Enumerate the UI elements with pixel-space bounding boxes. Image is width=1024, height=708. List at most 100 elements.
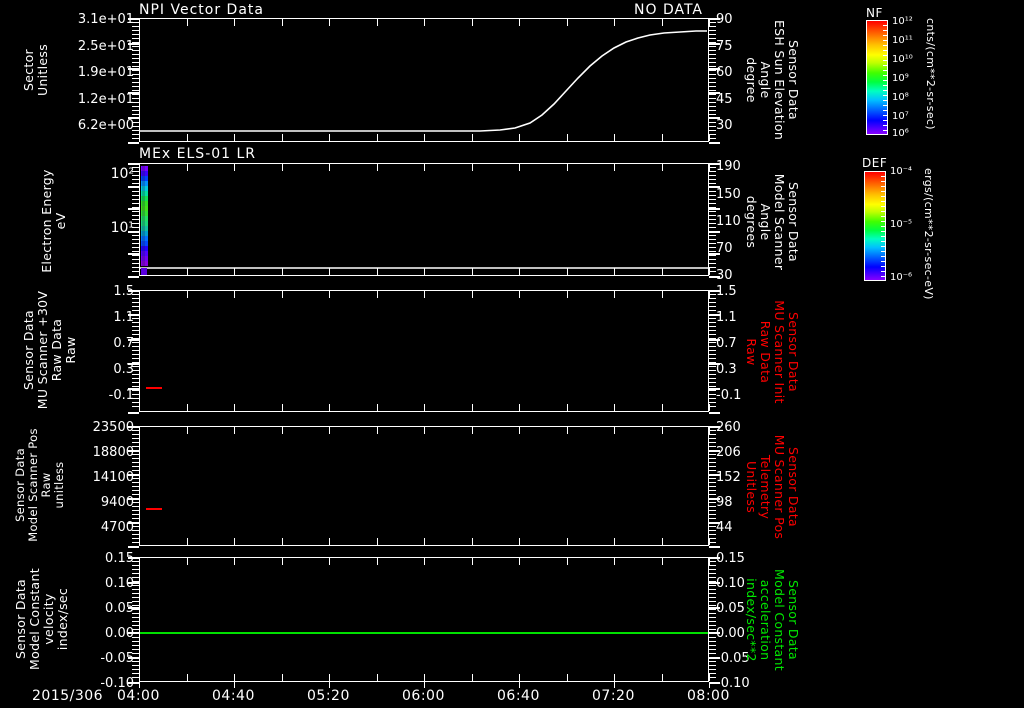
tick-mark: [282, 674, 283, 681]
tick-mark: [132, 271, 139, 272]
tick-mark: [709, 247, 716, 248]
tick-mark: [881, 271, 886, 272]
tick-mark: [132, 306, 139, 307]
tick-mark: [132, 362, 139, 363]
tick-mark: [132, 462, 139, 463]
tick-mark: [377, 404, 378, 411]
tick-mark: [377, 558, 378, 565]
tick-mark: [709, 530, 716, 531]
tick-mark: [709, 94, 716, 95]
tick-mark: [883, 40, 888, 41]
tick-mark: [132, 661, 139, 662]
tick-mark: [709, 498, 720, 500]
tick-mark: [128, 450, 139, 452]
tick-mark: [709, 62, 716, 63]
tick-mark: [709, 318, 716, 319]
tick-mark: [709, 74, 716, 75]
tick-mark: [709, 86, 716, 87]
tick-mark: [472, 674, 473, 681]
tick-mark: [132, 179, 139, 180]
tick-mark: [709, 207, 716, 208]
panel-1-right-axis-title: Sensor Data ESH Sun Elevation Angle degr…: [744, 19, 801, 141]
tick-mark: [132, 298, 139, 299]
panel-1-title: NPI Vector Data: [139, 2, 264, 18]
tick-mark: [709, 334, 716, 335]
tick-mark: [709, 577, 716, 578]
tick-mark: [519, 268, 520, 275]
tick-mark: [234, 404, 235, 411]
tick-mark: [709, 114, 716, 115]
tick-mark: [132, 506, 139, 507]
tick-mark: [187, 134, 188, 141]
tick-mark: [139, 674, 140, 681]
tick-mark: [132, 370, 139, 371]
tick-mark: [709, 390, 716, 391]
panel-5-right-axis-title: Sensor Data Model Constant acceleration …: [744, 569, 801, 671]
time-axis-tick: 04:00: [117, 688, 160, 704]
tick-mark: [614, 164, 615, 171]
tick-mark: [883, 70, 888, 71]
tick-mark: [132, 601, 139, 602]
tick-mark: [472, 268, 473, 275]
tick-mark: [132, 542, 139, 543]
tick-mark: [709, 199, 716, 200]
tick-label: 0.7: [113, 336, 134, 351]
tick-mark: [709, 682, 720, 684]
tick-mark: [187, 538, 188, 545]
tick-mark: [377, 291, 378, 298]
tick-mark: [132, 175, 139, 176]
tick-mark: [139, 404, 140, 411]
tick-label: 4700: [100, 520, 134, 535]
tick-mark: [662, 164, 663, 171]
tick-mark: [132, 621, 139, 622]
tick-mark: [709, 122, 716, 123]
tick-mark: [709, 92, 720, 94]
tick-mark: [709, 291, 710, 298]
tick-label: 1.5: [113, 284, 134, 299]
tick-mark: [881, 261, 886, 262]
tick-mark: [424, 291, 425, 298]
time-axis-tick: 06:00: [402, 688, 445, 704]
tick-mark: [709, 438, 716, 439]
tick-mark: [132, 569, 139, 570]
tick-mark: [709, 682, 710, 688]
tick-mark: [132, 239, 139, 240]
tick-mark: [132, 354, 139, 355]
tick-mark: [709, 641, 716, 642]
tick-mark: [709, 362, 716, 363]
tick-mark: [567, 134, 568, 141]
tick-mark: [709, 126, 716, 127]
tick-mark: [881, 251, 886, 252]
tick-mark: [472, 558, 473, 565]
tick-mark: [709, 494, 716, 495]
tick-mark: [567, 558, 568, 565]
tick-label: 0.05: [105, 601, 134, 616]
tick-mark: [662, 538, 663, 545]
tick-mark: [132, 625, 139, 626]
tick-mark: [709, 171, 716, 172]
tick-mark: [709, 163, 720, 165]
tick-mark: [132, 577, 139, 578]
tick-mark: [472, 164, 473, 171]
tick-mark: [709, 235, 716, 236]
tick-mark: [709, 613, 716, 614]
tick-mark: [709, 310, 716, 311]
tick-mark: [709, 482, 716, 483]
tick-mark: [709, 601, 716, 602]
tick-mark: [567, 291, 568, 298]
tick-mark: [662, 291, 663, 298]
tick-mark: [709, 565, 716, 566]
panel-5-frame: [139, 557, 709, 682]
tick-mark: [709, 175, 716, 176]
tick-mark: [519, 19, 520, 26]
tick-mark: [132, 386, 139, 387]
tick-mark: [329, 558, 330, 565]
tick-label: 110: [716, 214, 741, 229]
tick-label: 150: [716, 187, 741, 202]
tick-mark: [132, 382, 139, 383]
tick-mark: [709, 255, 716, 256]
tick-mark: [883, 125, 888, 126]
tick-mark: [424, 674, 425, 681]
panel-4-data-trace: [146, 508, 162, 510]
